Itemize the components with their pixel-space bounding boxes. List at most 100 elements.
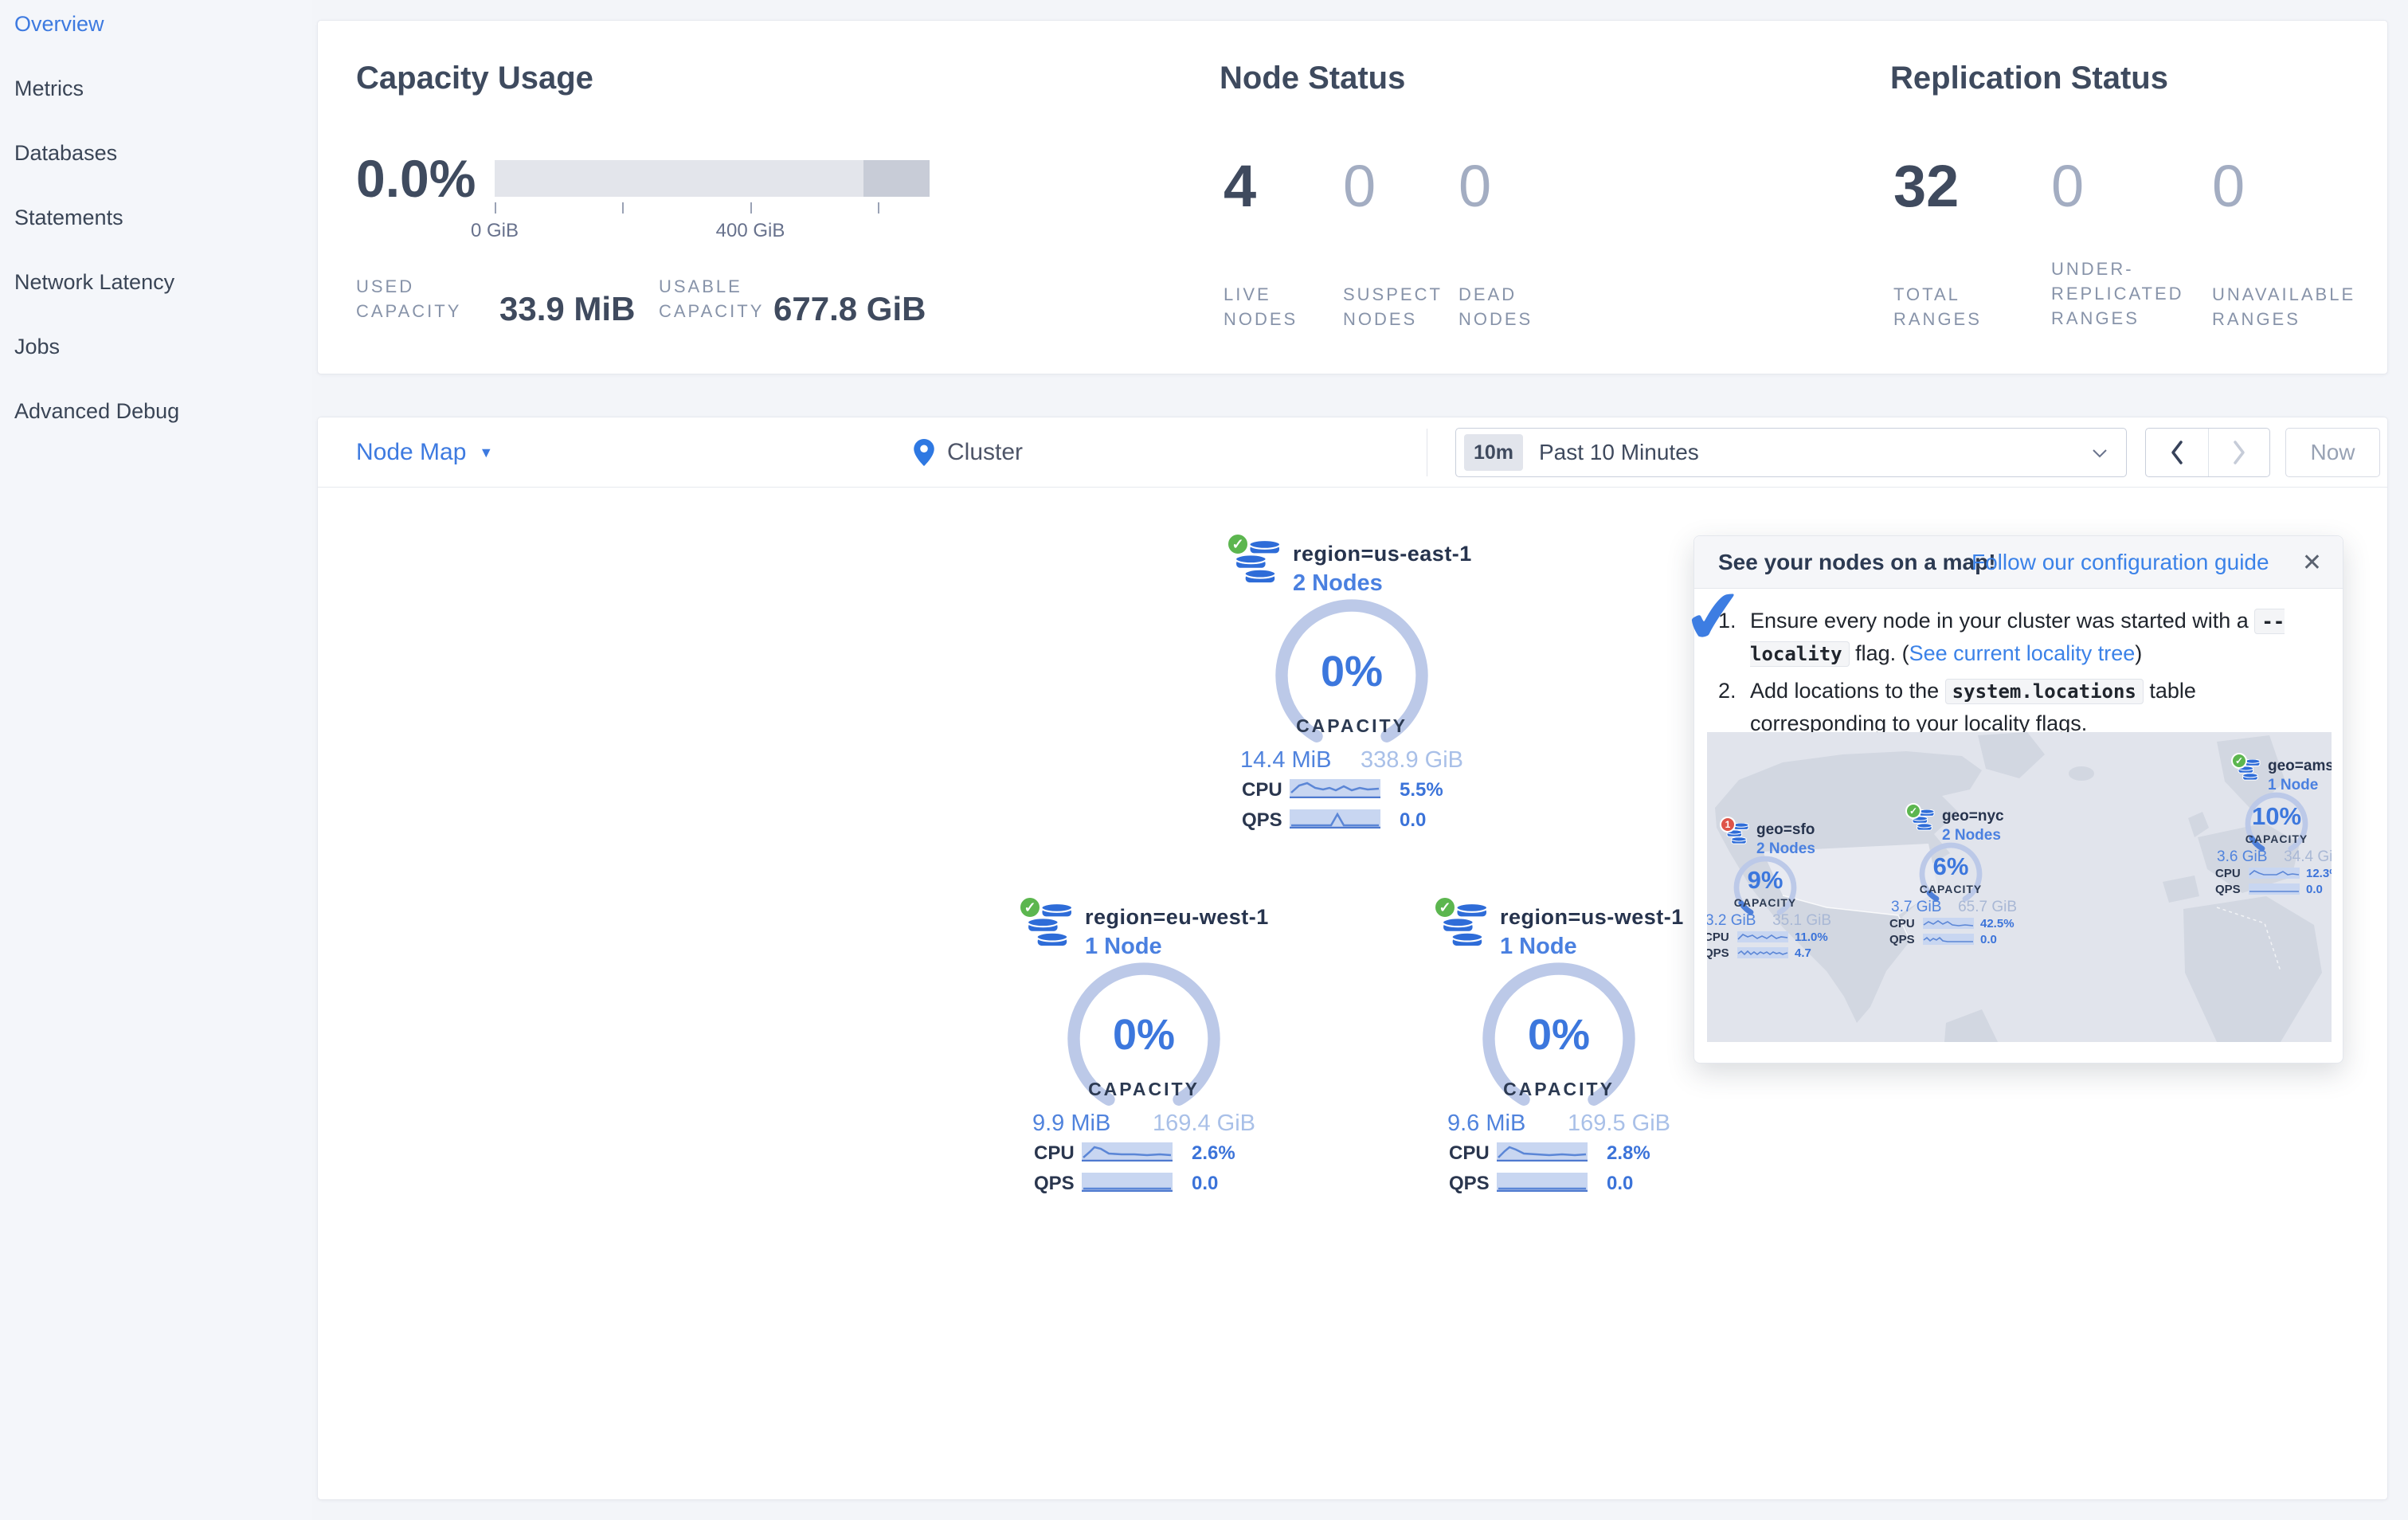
suspect-nodes-value: 0 [1343,153,1376,219]
node-widget-us-west-1[interactable]: ✓ region=us-west-1 1 Node 0% CAPACITY 9.… [1433,895,1694,1197]
cpu-sparkline [1497,1142,1588,1162]
total-capacity: 169.4 GiB [1153,1111,1255,1136]
node-widget-eu-west-1[interactable]: ✓ region=eu-west-1 1 Node 0% CAPACITY 9.… [1018,895,1279,1197]
time-step-buttons [2145,428,2270,477]
qps-label: QPS [1707,946,1729,960]
node-stack-icon [1441,903,1489,948]
used-capacity: 3.7 GiB [1891,899,1942,915]
time-range-selector[interactable]: 10m Past 10 Minutes [1455,428,2127,477]
cpu-value: 2.6% [1192,1142,1235,1164]
view-selector-dropdown[interactable]: Node Map ▼ [356,417,493,488]
qps-sparkline [1290,809,1380,829]
nodes-count-link[interactable]: 2 Nodes [1293,570,1383,596]
capacity-percent: 10% [2251,802,2302,830]
sidebar: Overview Metrics Databases Statements Ne… [0,0,312,1520]
big-check-icon: ✔ [1678,574,1749,661]
used-capacity: 9.6 MiB [1447,1111,1526,1136]
healthy-check-icon: ✓ [1226,532,1250,556]
chevron-down-icon: ▼ [479,444,494,460]
locality-label: geo=ams [2268,758,2332,774]
cpu-sparkline [1737,931,1788,942]
node-widget-us-east-1[interactable]: ✓ region=us-east-1 2 Nodes 0% CAPACITY 1… [1226,532,1487,833]
qps-sparkline [1082,1173,1173,1192]
qps-sparkline [2249,883,2300,895]
unavailable-label: UNAVAILABLE RANGES [2212,284,2356,329]
nodes-count-link[interactable]: 1 Node [1500,934,1577,959]
capacity-tick [750,202,752,214]
breadcrumb[interactable]: Cluster [914,417,1023,488]
unavailable-value: 0 [2212,153,2246,219]
capacity-percent: 9% [1747,866,1783,894]
time-next-button[interactable] [2207,429,2270,476]
example-node-map: 1 geo=sfo 2 Nodes 9% CAPACITY 3.2 GiB 35… [1707,732,2332,1042]
qps-value: 4.7 [1795,946,1811,960]
time-range-label: Past 10 Minutes [1539,440,1699,464]
sidebar-item-network-latency[interactable]: Network Latency [14,270,175,294]
cpu-sparkline [2249,868,2300,879]
qps-label: QPS [1449,1173,1490,1194]
cpu-value: 2.8% [1607,1142,1650,1164]
healthy-check-icon: ✓ [1018,895,1042,919]
callout-title: See your nodes on a map! [1718,550,1996,574]
used-capacity: 3.2 GiB [1707,912,1756,929]
locality-label: geo=sfo [1756,821,1815,838]
used-capacity-value: 33.9 MiB [499,290,636,327]
time-prev-button[interactable] [2146,429,2208,476]
sidebar-item-overview[interactable]: Overview [14,12,104,36]
total-capacity: 34.4 GiB [2284,848,2332,865]
qps-label: QPS [1889,933,1915,946]
qps-value: 0.0 [2306,883,2323,896]
used-capacity: 14.4 MiB [1240,747,1332,773]
now-button[interactable]: Now [2285,428,2380,477]
total-capacity: 35.1 GiB [1772,912,1831,929]
capacity-label: CAPACITY [2245,832,2308,845]
cpu-label: CPU [1449,1142,1490,1164]
usable-capacity-value: 677.8 GiB [773,290,926,327]
step-text: Ensure every node in your cluster was st… [1750,609,2255,633]
node-status-title: Node Status [1220,61,1406,96]
usable-capacity-label: USABLE CAPACITY [659,276,765,321]
breadcrumb-label: Cluster [947,439,1024,465]
sidebar-item-metrics[interactable]: Metrics [14,76,84,100]
capacity-usage-title: Capacity Usage [356,61,593,96]
nodes-count-link[interactable]: 1 Node [1085,934,1162,959]
locality-tree-link[interactable]: See current locality tree [1909,641,2136,665]
locality-label: region=us-west-1 [1500,905,1684,929]
total-capacity: 65.7 GiB [1958,899,2017,915]
capacity-used-percent: 0.0% [356,149,476,208]
qps-value: 0.0 [1400,809,1427,831]
cpu-value: 42.5% [1980,917,2014,930]
sidebar-item-jobs[interactable]: Jobs [14,335,61,358]
capacity-label: CAPACITY [1296,715,1408,736]
view-selector-label: Node Map [356,439,467,465]
sidebar-item-advanced-debug[interactable]: Advanced Debug [14,399,180,423]
mini-node-widget-ams: ✓ geo=ams 1 Node 10% CAPACITY 3.6 GiB 34… [2209,753,2332,902]
nodes-count-link: 1 Node [2268,777,2319,793]
warning-count-icon: 1 [1720,817,1736,832]
time-range-badge: 10m [1464,434,1524,471]
configuration-guide-link[interactable]: Follow our configuration guide [1971,550,2269,574]
sidebar-item-databases[interactable]: Databases [14,141,118,165]
qps-sparkline [1737,947,1788,958]
step-text: ) [2135,641,2143,665]
live-nodes-label: LIVE NODES [1224,284,1298,329]
sidebar-item-statements[interactable]: Statements [14,206,123,229]
used-capacity: 3.6 GiB [2217,848,2268,865]
qps-label: QPS [2215,883,2241,896]
cpu-sparkline [1290,779,1380,798]
under-replicated-value: 0 [2051,153,2085,219]
code-chip: system.locations [1944,679,2144,704]
cpu-value: 5.5% [1400,779,1443,801]
capacity-percent: 6% [1932,852,1969,880]
qps-sparkline [1497,1173,1588,1192]
step-text: Add locations to the [1750,679,1945,703]
chevron-down-icon [2093,449,2107,458]
cpu-label: CPU [2215,867,2241,880]
qps-value: 0.0 [1192,1173,1219,1194]
capacity-percent: 0% [1112,1011,1176,1059]
close-icon[interactable]: ✕ [2301,550,2322,576]
capacity-label: CAPACITY [1088,1079,1200,1099]
capacity-percent: 0% [1527,1011,1591,1059]
node-stack-icon [1912,809,1935,831]
step-text: table corresponding to your locality fla… [1750,679,2196,735]
